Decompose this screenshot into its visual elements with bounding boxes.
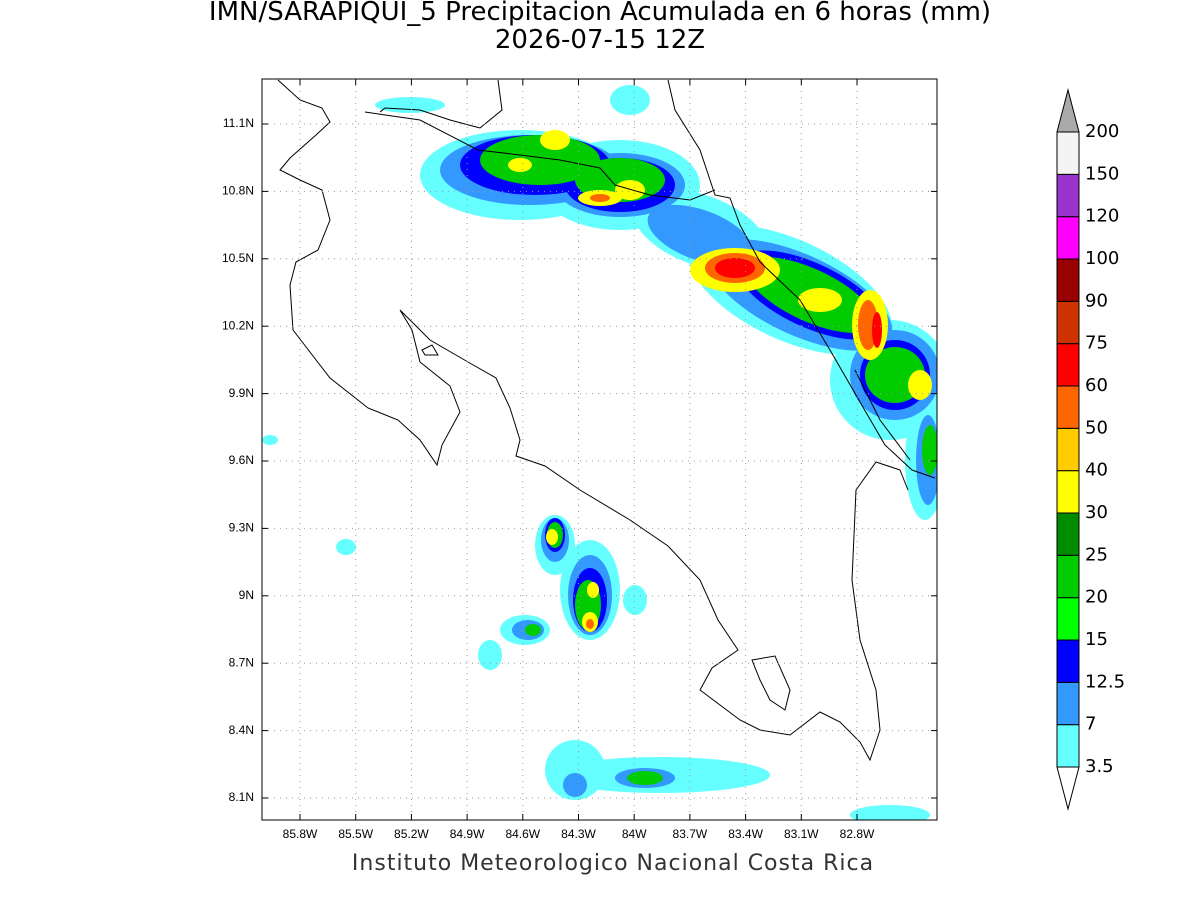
map-frame (261, 78, 938, 821)
colorbar-label: 200 (1085, 121, 1119, 142)
lon-tick-label: 84.6W (505, 827, 540, 841)
colorbar-bin (1056, 681, 1080, 726)
lon-tick-label: 84W (622, 827, 647, 841)
lon-tick-label: 84.9W (450, 827, 485, 841)
lon-tick-label: 85.5W (338, 827, 373, 841)
colorbar-bin (1056, 597, 1080, 641)
colorbar-label: 3.5 (1085, 756, 1114, 777)
colorbar-bin (1056, 216, 1080, 260)
colorbar-label: 30 (1085, 502, 1108, 523)
lat-tick-label: 10.2N (222, 318, 254, 332)
colorbar-under (1056, 766, 1080, 811)
lat-tick-label: 8.4N (229, 723, 254, 737)
colorbar-label: 75 (1085, 333, 1108, 354)
lat-tick-label: 11.1N (223, 116, 254, 130)
lat-tick-label: 9.6N (229, 453, 254, 467)
colorbar-bin (1056, 131, 1080, 175)
colorbar-bin (1056, 554, 1080, 599)
colorbar: 3.5 7 12.5 15 20 25 30 40 50 60 75 90 100 120 150 200 (1056, 88, 1125, 811)
colorbar-bin (1056, 385, 1080, 429)
lon-tick-label: 82.8W (840, 827, 875, 841)
colorbar-label: 50 (1085, 417, 1108, 438)
colorbar-label: 7 (1085, 714, 1096, 735)
coastlines (277, 79, 936, 762)
colorbar-label: 60 (1085, 375, 1108, 396)
colorbar-label: 40 (1085, 460, 1108, 481)
colorbar-label: 120 (1085, 206, 1119, 227)
colorbar-label: 150 (1085, 163, 1119, 184)
lat-tick-label: 8.7N (229, 655, 254, 669)
subtitle: 2026-07-15 12Z (495, 25, 705, 55)
precip-field (262, 85, 937, 820)
lat-tick-label: 10.8N (222, 184, 254, 198)
colorbar-bin (1056, 724, 1080, 768)
colorbar-label: 100 (1085, 248, 1119, 269)
graticule: 11.1N 10.8N 10.5N 10.2N 9.9N 9.6N 9.3N 9N 8.7N 8.… (222, 79, 937, 841)
lon-tick-label: 85.2W (394, 827, 429, 841)
lat-tick-label: 10.5N (222, 251, 254, 265)
colorbar-bin (1056, 470, 1080, 514)
colorbar-label: 15 (1085, 629, 1108, 650)
colorbar-bin (1056, 173, 1080, 218)
colorbar-label: 90 (1085, 290, 1108, 311)
lon-tick-label: 83.1W (784, 827, 819, 841)
lon-tick-label: 85.8W (283, 827, 318, 841)
colorbar-bin (1056, 343, 1080, 387)
colorbar-label: 25 (1085, 544, 1108, 565)
colorbar-bin (1056, 427, 1080, 472)
colorbar-label: 20 (1085, 587, 1108, 608)
lon-tick-label: 83.7W (673, 827, 708, 841)
title: IMN/SARAPIQUI_5 Precipitacion Acumulada … (209, 0, 991, 27)
lon-tick-label: 83.4W (728, 827, 763, 841)
colorbar-bin (1056, 300, 1080, 345)
lat-tick-label: 9N (239, 588, 254, 602)
colorbar-bin (1056, 639, 1080, 683)
colorbar-over (1056, 88, 1080, 133)
lat-tick-label: 8.1N (229, 790, 254, 804)
colorbar-bin (1056, 258, 1080, 302)
lat-tick-label: 9.3N (229, 521, 254, 535)
footer: Instituto Meteorologico Nacional Costa R… (352, 851, 874, 876)
lat-tick-label: 9.9N (229, 386, 254, 400)
lon-tick-label: 84.3W (561, 827, 596, 841)
colorbar-label: 12.5 (1085, 671, 1125, 692)
colorbar-bin (1056, 512, 1080, 556)
